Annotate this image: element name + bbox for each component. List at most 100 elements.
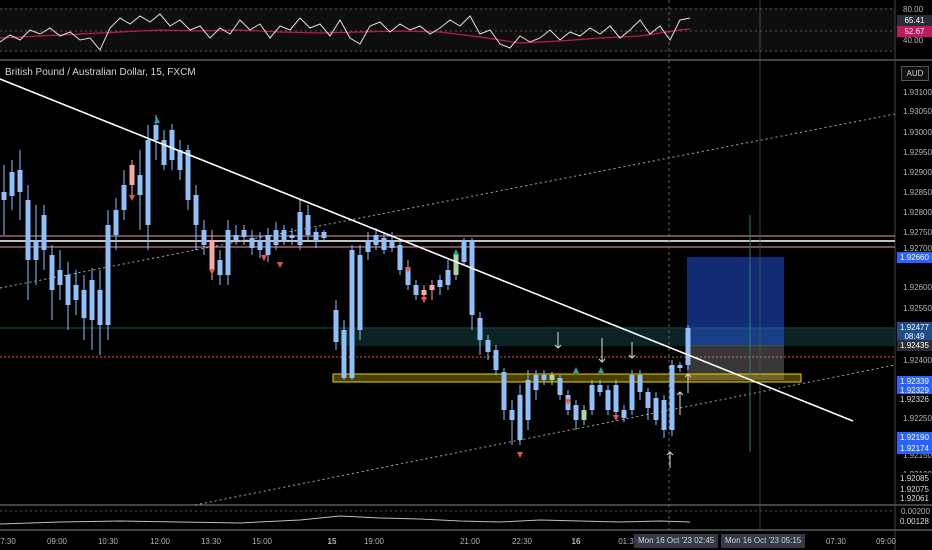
candle-body	[349, 250, 355, 378]
price-scale-label: 1.92150	[903, 451, 932, 460]
candle-body	[145, 140, 151, 225]
candle-body	[321, 232, 327, 238]
symbol-title: British Pound / Australian Dollar, 15, F…	[5, 67, 196, 78]
candle-body	[161, 140, 167, 165]
buy-signal-triangle	[598, 367, 604, 373]
candle-body	[493, 350, 499, 370]
candle-body	[201, 230, 207, 245]
price-tag: 1.92075	[897, 484, 932, 495]
price-scale-label: 1.92750	[903, 228, 932, 237]
crosshair-time-tag: Mon 16 Oct '23 02:45	[634, 534, 719, 548]
candle-body	[597, 385, 603, 392]
sell-signal-triangle	[613, 415, 619, 421]
rsi-signal-line	[0, 28, 691, 44]
candle-body	[1, 192, 7, 200]
candle-body	[437, 280, 443, 287]
sell-signal-triangle	[261, 255, 267, 261]
candle-body	[509, 410, 515, 420]
long-position-tool[interactable]	[687, 257, 784, 380]
rsi-level-80: 80.00	[903, 5, 924, 14]
candle-body	[661, 400, 667, 430]
candle-body	[501, 372, 507, 410]
candle-body	[113, 210, 119, 235]
candle-body	[333, 310, 339, 342]
sell-signal-triangle	[209, 269, 215, 275]
volume-value-tag: 0.00128	[897, 516, 932, 527]
candle-body	[613, 385, 619, 412]
time-axis-label: 09:00	[46, 537, 68, 546]
price-tag: 1.92329	[897, 385, 932, 396]
descending-trendline[interactable]	[0, 78, 854, 422]
candle-body	[265, 235, 271, 255]
rsi-level-40: 40.00	[903, 36, 924, 45]
price-scale-label: 1.92950	[903, 148, 932, 157]
candle-body	[129, 165, 135, 185]
price-scale-label: 1.92800	[903, 208, 932, 217]
candle-body	[305, 215, 311, 235]
candle-body	[365, 240, 371, 252]
buy-signal-triangle	[573, 367, 579, 373]
candle-body	[605, 390, 611, 410]
buy-signal-triangle	[453, 249, 459, 255]
sell-signal-triangle	[421, 297, 427, 303]
price-scale-label: 1.92550	[903, 304, 932, 313]
time-axis-label: 15	[327, 537, 337, 546]
candle-body	[645, 392, 651, 408]
arrow-annotation	[554, 332, 562, 349]
price-tag: 1.92061	[897, 493, 932, 504]
candlestick-series[interactable]	[1, 115, 691, 445]
buy-signal-triangle	[154, 117, 160, 123]
price-tag: 1.92085	[897, 473, 932, 484]
price-scale-label: 1.92700	[903, 244, 932, 253]
candle-body	[33, 240, 39, 260]
price-scale-label: 1.93100	[903, 88, 932, 97]
candle-body	[41, 215, 47, 250]
price-scale-label: 1.92250	[903, 414, 932, 423]
time-axis-label: 10:30	[97, 537, 119, 546]
candle-body	[313, 232, 319, 242]
candle-body	[9, 172, 15, 196]
candle-body	[281, 230, 287, 240]
upper-channel-line[interactable]	[0, 113, 896, 289]
sell-signal-triangle	[277, 262, 283, 268]
sell-signal-triangle	[129, 195, 135, 201]
arrow-annotation	[684, 373, 692, 393]
time-axis-label: 09:00	[875, 537, 897, 546]
candle-body	[517, 395, 523, 440]
candle-body	[541, 375, 547, 380]
time-axis-label: 15:00	[251, 537, 273, 546]
candle-body	[217, 260, 223, 275]
time-axis-label: 19:00	[363, 537, 385, 546]
candle-body	[153, 125, 159, 140]
signal-markers	[129, 117, 692, 468]
candle-body	[81, 290, 87, 318]
candle-body	[169, 130, 175, 160]
time-axis-label: 01:3	[618, 537, 634, 546]
candle-body	[297, 212, 303, 245]
support-zone[interactable]	[332, 373, 802, 383]
price-scale-label: 1.93000	[903, 128, 932, 137]
price-scale-label: 1.92600	[903, 283, 932, 292]
currency-selector[interactable]: AUD	[901, 66, 929, 81]
candle-body	[573, 405, 579, 420]
candle-body	[421, 290, 427, 295]
candle-body	[209, 240, 215, 270]
volume-pane	[0, 510, 895, 525]
horizontal-levels[interactable]	[0, 235, 895, 358]
rsi-line	[0, 13, 691, 51]
time-axis-label: 21:00	[459, 537, 481, 546]
price-tag: 1.92339	[897, 376, 932, 387]
candle-body	[637, 375, 643, 392]
demand-zone-dark[interactable]	[340, 328, 895, 346]
candle-body	[581, 410, 587, 420]
price-tag: 1.92174	[897, 443, 932, 454]
price-tag: 1.92435	[897, 340, 932, 351]
price-tag: 08:49	[897, 331, 932, 342]
candle-body	[241, 230, 247, 237]
candle-body	[225, 230, 231, 275]
lower-channel-line[interactable]	[194, 364, 896, 506]
candle-body	[357, 255, 363, 330]
sell-signal-triangle	[565, 399, 571, 405]
candle-body	[461, 240, 467, 262]
